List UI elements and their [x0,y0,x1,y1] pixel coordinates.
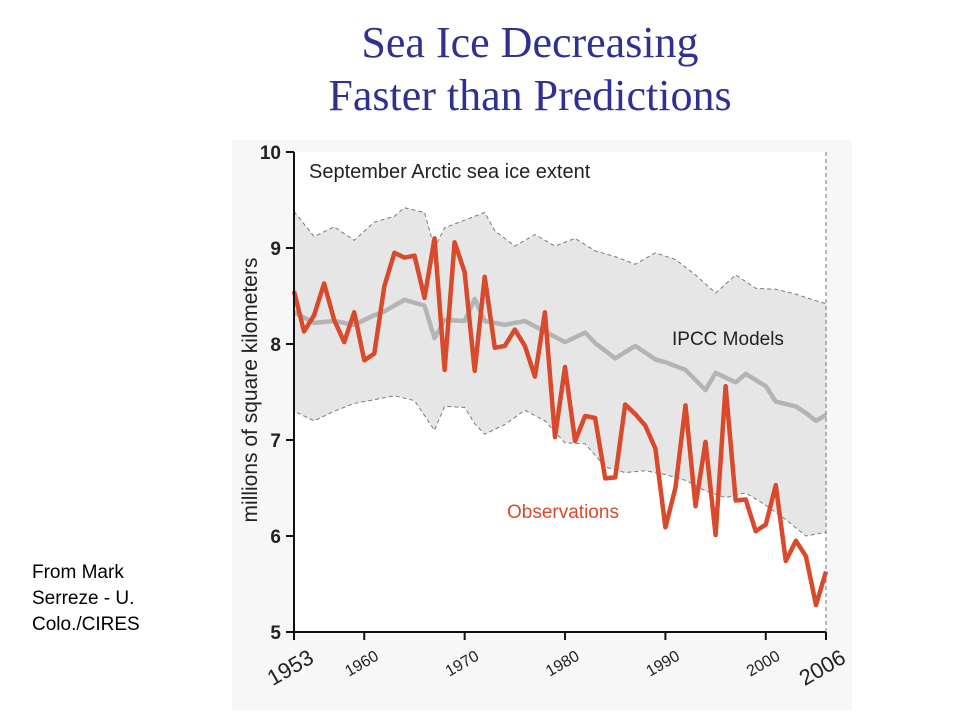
y-axis-label: millions of square kilometers [239,258,262,523]
title-line-1: Sea Ice Decreasing [361,18,699,67]
observations-line [291,236,829,608]
axes [293,152,827,633]
title-line-2: Faster than Predictions [328,71,732,120]
y-tick-label: 5 [270,623,281,644]
y-tick-label: 8 [270,335,281,356]
observations-label: Observations [507,502,619,523]
ipcc-models-line [292,296,828,424]
y-tick-label: 7 [270,431,281,452]
slide-title: Sea Ice Decreasing Faster than Predictio… [240,16,820,122]
y-tick-label: 9 [270,239,281,260]
ipcc-models-label: IPCC Models [672,329,784,350]
source-credit: From Mark Serreze - U. Colo./CIRES [32,562,140,635]
y-tick-label: 6 [270,527,281,548]
chart-title: September Arctic sea ice extent [309,161,591,183]
y-tick-label: 10 [260,143,281,164]
y-ticks: 5 6 7 8 9 10 [260,143,294,644]
